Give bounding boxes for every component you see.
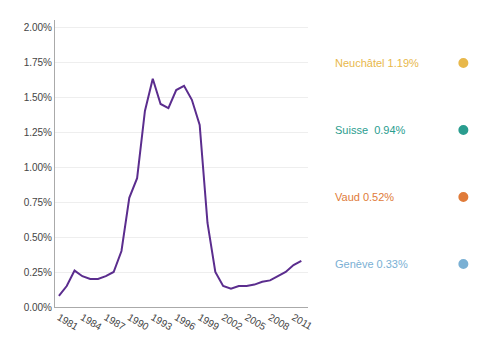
svg-text:0.50%: 0.50% [24, 232, 52, 243]
svg-text:1993: 1993 [149, 312, 174, 333]
svg-text:2.00%: 2.00% [24, 22, 52, 33]
svg-text:Genève 0.33%: Genève 0.33% [335, 258, 408, 270]
svg-text:1.25%: 1.25% [24, 127, 52, 138]
svg-text:1.50%: 1.50% [24, 92, 52, 103]
svg-text:1.75%: 1.75% [24, 57, 52, 68]
svg-text:1.00%: 1.00% [24, 162, 52, 173]
svg-text:1996: 1996 [173, 312, 198, 333]
svg-text:Vaud 0.52%: Vaud 0.52% [335, 191, 394, 203]
svg-text:1981: 1981 [55, 312, 80, 333]
svg-text:0.75%: 0.75% [24, 197, 52, 208]
svg-text:1990: 1990 [126, 312, 151, 333]
svg-text:0.00%: 0.00% [24, 302, 52, 313]
svg-text:2008: 2008 [267, 312, 292, 333]
svg-text:2002: 2002 [220, 312, 245, 333]
svg-text:0.25%: 0.25% [24, 267, 52, 278]
svg-text:1987: 1987 [102, 312, 127, 333]
svg-text:2011: 2011 [290, 312, 315, 332]
svg-text:2005: 2005 [243, 312, 268, 333]
svg-text:Neuchâtel 1.19%: Neuchâtel 1.19% [335, 57, 419, 69]
svg-text:1984: 1984 [79, 312, 104, 333]
svg-text:Suisse 0.94%: Suisse 0.94% [335, 124, 406, 136]
svg-text:1999: 1999 [196, 312, 221, 333]
